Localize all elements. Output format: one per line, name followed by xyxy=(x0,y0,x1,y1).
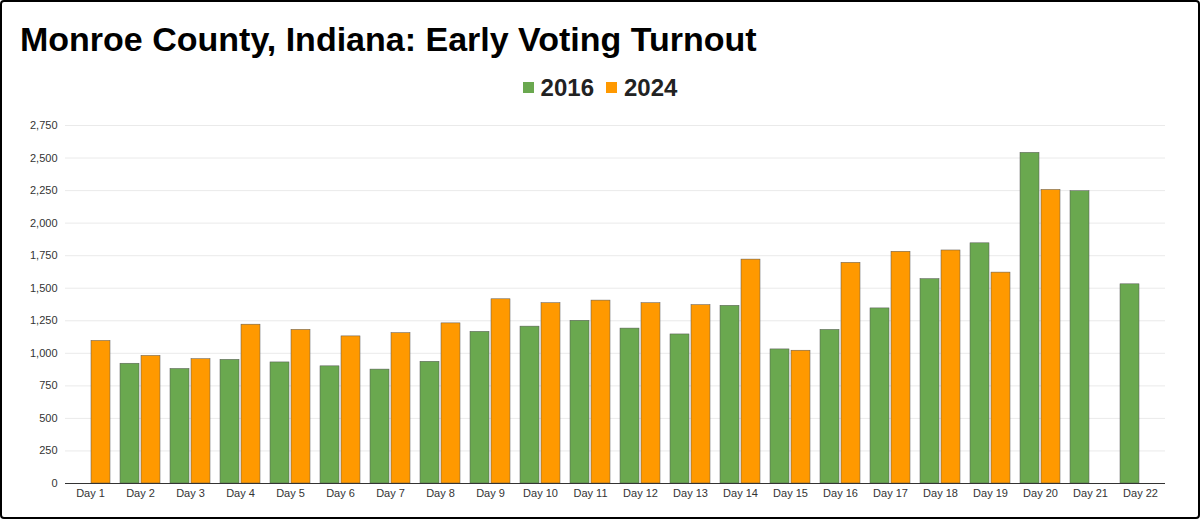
svg-text:1,000: 1,000 xyxy=(30,347,58,359)
svg-text:Day 21: Day 21 xyxy=(1073,487,1108,499)
html-text:2016: 2016 xyxy=(540,74,594,101)
svg-text:Day 13: Day 13 xyxy=(673,487,708,499)
svg-text:Day 8: Day 8 xyxy=(426,487,455,499)
svg-text:Day 17: Day 17 xyxy=(873,487,908,499)
svg-text:Day 19: Day 19 xyxy=(973,487,1008,499)
svg-text:Day 22: Day 22 xyxy=(1123,487,1158,499)
svg-text:Day 14: Day 14 xyxy=(723,487,758,499)
svg-text:2,000: 2,000 xyxy=(30,217,58,229)
svg-text:Day 3: Day 3 xyxy=(176,487,205,499)
svg-text:2,250: 2,250 xyxy=(30,184,58,196)
svg-text:Day 12: Day 12 xyxy=(623,487,658,499)
svg-text:Day 9: Day 9 xyxy=(476,487,505,499)
svg-text:Day 5: Day 5 xyxy=(276,487,305,499)
svg-text:Day 10: Day 10 xyxy=(523,487,558,499)
svg-text:1,750: 1,750 xyxy=(30,249,58,261)
svg-text:Day 20: Day 20 xyxy=(1023,487,1058,499)
svg-text:500: 500 xyxy=(39,412,57,424)
svg-text:0: 0 xyxy=(51,477,57,489)
svg-text:Day 15: Day 15 xyxy=(773,487,808,499)
svg-text:Day 16: Day 16 xyxy=(823,487,858,499)
svg-text:Day 18: Day 18 xyxy=(923,487,958,499)
svg-text:Day 11: Day 11 xyxy=(573,487,607,499)
html-text:Monroe County, Indiana: Early: Monroe County, Indiana: Early Voting Tur… xyxy=(20,20,757,58)
svg-text:1,500: 1,500 xyxy=(30,282,58,294)
svg-text:Day 4: Day 4 xyxy=(226,487,255,499)
svg-text:750: 750 xyxy=(39,379,57,391)
svg-text:Day 6: Day 6 xyxy=(326,487,355,499)
svg-text:1,250: 1,250 xyxy=(30,314,58,326)
html-text:2024: 2024 xyxy=(624,74,678,101)
svg-text:250: 250 xyxy=(39,444,57,456)
svg-text:Day 2: Day 2 xyxy=(126,487,155,499)
svg-text:2,750: 2,750 xyxy=(30,119,58,131)
svg-text:Day 1: Day 1 xyxy=(76,487,105,499)
svg-text:Day 7: Day 7 xyxy=(376,487,405,499)
svg-text:2,500: 2,500 xyxy=(30,152,58,164)
